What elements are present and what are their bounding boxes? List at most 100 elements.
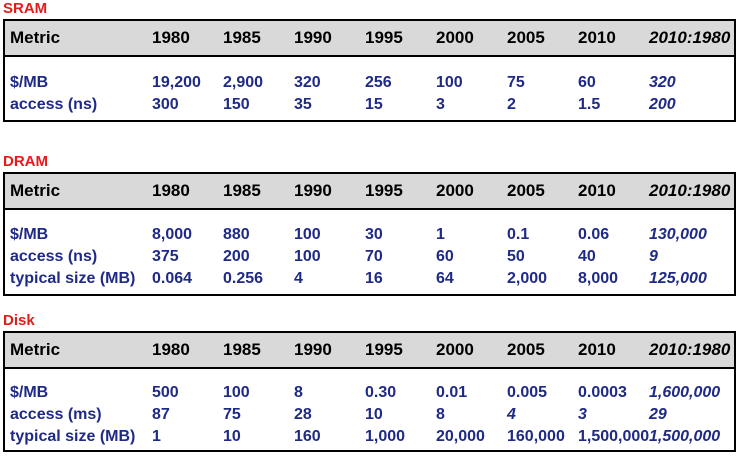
row-label: typical size (MB): [10, 428, 136, 445]
row-label: access (ms): [10, 406, 102, 423]
header-1985: 1985: [223, 28, 261, 47]
table-cell: 16: [365, 270, 383, 287]
table-cell: 40: [578, 248, 596, 265]
table-cell: 2,000: [507, 270, 548, 287]
dram-table: Metric 1980 1985 1990 1995 2000 2005 201…: [3, 172, 736, 296]
row-label: $/MB: [10, 74, 49, 91]
ratio-cell: 29: [649, 406, 667, 423]
table-cell: 150: [223, 96, 250, 113]
ratio-cell: 1,500,000: [649, 428, 721, 445]
table-cell: 3: [578, 406, 587, 423]
row-label: access (ns): [10, 96, 98, 113]
table-cell: 0.005: [507, 384, 548, 401]
header-metric: Metric: [10, 340, 61, 359]
table-cell: 200: [223, 248, 250, 265]
header-1990: 1990: [294, 340, 332, 359]
table-row: typical size (MB) 0.064 0.256 4 16 64 2,…: [5, 268, 734, 290]
table-cell: 60: [436, 248, 454, 265]
sram-table: Metric 1980 1985 1990 1995 2000 2005 201…: [3, 19, 736, 122]
table-cell: 2,900: [223, 74, 264, 91]
table-header: Metric 1980 1985 1990 1995 2000 2005 201…: [5, 174, 734, 210]
header-2000: 2000: [436, 181, 474, 200]
table-cell: 50: [507, 248, 525, 265]
table-cell: 60: [578, 74, 596, 91]
table-cell: 1,500,000: [578, 428, 650, 445]
table-header: Metric 1980 1985 1990 1995 2000 2005 201…: [5, 21, 734, 57]
table-cell: 0.1: [507, 226, 530, 243]
header-1980: 1980: [152, 28, 190, 47]
row-label: $/MB: [10, 384, 49, 401]
sram-title: SRAM: [3, 0, 48, 17]
table-cell: 0.06: [578, 226, 610, 243]
header-1980: 1980: [152, 340, 190, 359]
header-ratio: 2010:1980: [649, 28, 731, 47]
ratio-cell: 320: [649, 74, 676, 91]
row-label: $/MB: [10, 226, 49, 243]
header-1995: 1995: [365, 28, 403, 47]
table-cell: 1: [152, 428, 161, 445]
table-cell: 20,000: [436, 428, 485, 445]
table-cell: 8,000: [578, 270, 619, 287]
header-metric: Metric: [10, 181, 61, 200]
table-cell: 0.256: [223, 270, 264, 287]
header-2010: 2010: [578, 181, 616, 200]
table-cell: 100: [223, 384, 250, 401]
table-cell: 1: [436, 226, 445, 243]
table-cell: 160: [294, 428, 321, 445]
header-2005: 2005: [507, 340, 545, 359]
table-cell: 320: [294, 74, 321, 91]
disk-title: Disk: [3, 312, 35, 329]
header-1995: 1995: [365, 340, 403, 359]
table-cell: 0.064: [152, 270, 193, 287]
table-cell: 4: [294, 270, 303, 287]
header-1980: 1980: [152, 181, 190, 200]
disk-table: Metric 1980 1985 1990 1995 2000 2005 201…: [3, 331, 736, 452]
header-1985: 1985: [223, 340, 261, 359]
ratio-cell: 1,600,000: [649, 384, 721, 401]
header-2005: 2005: [507, 28, 545, 47]
table-cell: 15: [365, 96, 383, 113]
table-row: access (ns) 300 150 35 15 3 2 1.5 200: [5, 94, 734, 116]
table-cell: 1.5: [578, 96, 601, 113]
table-cell: 19,200: [152, 74, 201, 91]
header-metric: Metric: [10, 28, 61, 47]
table-cell: 1,000: [365, 428, 406, 445]
header-ratio: 2010:1980: [649, 340, 731, 359]
header-1985: 1985: [223, 181, 261, 200]
table-row: $/MB 19,200 2,900 320 256 100 75 60 320: [5, 72, 734, 94]
table-cell: 0.01: [436, 384, 468, 401]
dram-title: DRAM: [3, 153, 48, 170]
table-cell: 30: [365, 226, 383, 243]
table-row: $/MB 500 100 8 0.30 0.01 0.005 0.0003 1,…: [5, 382, 734, 404]
header-2000: 2000: [436, 28, 474, 47]
ratio-cell: 200: [649, 96, 676, 113]
header-1990: 1990: [294, 181, 332, 200]
table-cell: 8: [294, 384, 303, 401]
table-cell: 2: [507, 96, 516, 113]
table-cell: 100: [436, 74, 463, 91]
ratio-cell: 130,000: [649, 226, 707, 243]
table-cell: 75: [507, 74, 525, 91]
table-cell: 35: [294, 96, 312, 113]
table-cell: 100: [294, 226, 321, 243]
table-cell: 375: [152, 248, 179, 265]
table-cell: 10: [365, 406, 383, 423]
header-1990: 1990: [294, 28, 332, 47]
table-cell: 300: [152, 96, 179, 113]
header-1995: 1995: [365, 181, 403, 200]
table-cell: 87: [152, 406, 170, 423]
table-cell: 64: [436, 270, 454, 287]
table-cell: 3: [436, 96, 445, 113]
table-cell: 8,000: [152, 226, 193, 243]
row-label: access (ns): [10, 248, 98, 265]
table-cell: 70: [365, 248, 383, 265]
table-cell: 160,000: [507, 428, 565, 445]
table-cell: 75: [223, 406, 241, 423]
table-cell: 8: [436, 406, 445, 423]
table-cell: 10: [223, 428, 241, 445]
table-cell: 0.0003: [578, 384, 627, 401]
table-row: typical size (MB) 1 10 160 1,000 20,000 …: [5, 426, 734, 448]
table-cell: 0.30: [365, 384, 397, 401]
table-cell: 880: [223, 226, 250, 243]
table-cell: 28: [294, 406, 312, 423]
